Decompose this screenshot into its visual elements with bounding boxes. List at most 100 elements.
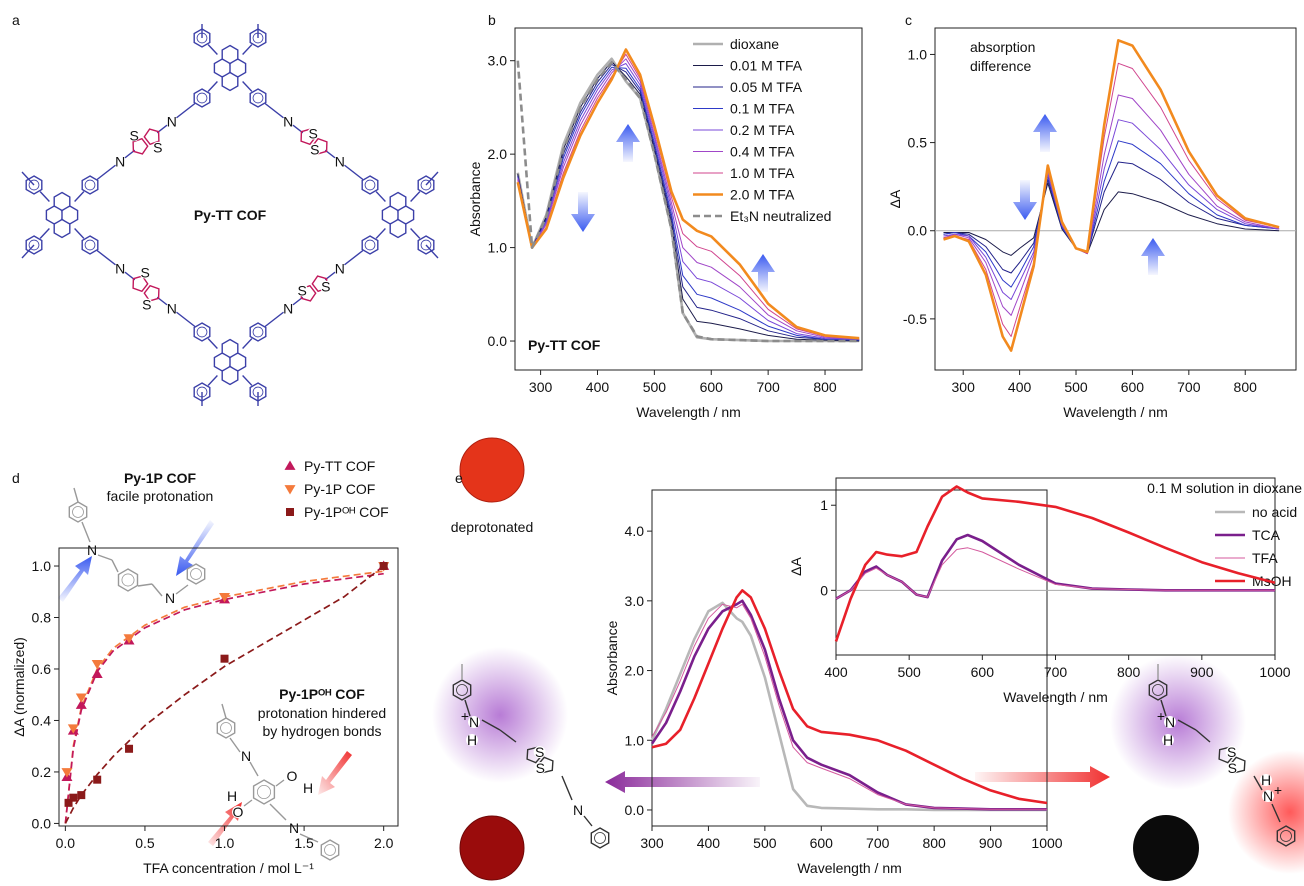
ring xyxy=(187,564,204,584)
annotation: facile protonation xyxy=(107,488,214,504)
ring-bg xyxy=(221,46,239,64)
bond xyxy=(112,560,118,572)
ring-bg xyxy=(249,323,267,341)
atom-label: N xyxy=(167,301,177,317)
ring-bg xyxy=(53,193,71,211)
atom-label: H xyxy=(1261,772,1271,788)
bond xyxy=(584,816,592,826)
atom-label: S xyxy=(309,125,318,141)
arrow xyxy=(1141,238,1165,275)
x-axis-label: Wavelength / nm xyxy=(1003,689,1108,705)
x-axis-label: TFA concentration / mol L⁻¹ xyxy=(143,860,314,876)
series-line xyxy=(518,61,859,341)
arrow xyxy=(1033,114,1057,152)
x-tick-label: 2.0 xyxy=(374,835,394,851)
atom-label: N xyxy=(1263,788,1273,804)
legend-label: TCA xyxy=(1252,527,1281,543)
x-tick-label: 1.0 xyxy=(215,835,235,851)
atom-label: N xyxy=(1165,714,1175,730)
x-tick-label: 600 xyxy=(1121,379,1145,395)
y-tick-label: 0.4 xyxy=(32,712,52,728)
cof-name: Py-TT COF xyxy=(194,207,267,223)
ring xyxy=(119,569,138,591)
y-axis-label: ΔA xyxy=(788,557,804,576)
x-tick-label: 500 xyxy=(753,835,777,851)
y-axis-label: Absorbance xyxy=(604,620,620,695)
annotation: absorption xyxy=(970,39,1035,55)
legend-marker xyxy=(286,508,294,516)
y-tick-label: -0.5 xyxy=(903,311,927,327)
x-tick-label: 800 xyxy=(1234,379,1258,395)
annotation: protonation hindered xyxy=(258,705,386,721)
atom-label: N xyxy=(115,260,125,276)
photo xyxy=(460,438,524,502)
y-tick-label: 0 xyxy=(820,582,828,598)
atom-label: H xyxy=(467,732,477,748)
bond xyxy=(562,776,572,800)
ring-bg xyxy=(361,176,379,194)
x-tick-label: 400 xyxy=(697,835,721,851)
y-tick-label: 1.0 xyxy=(908,46,928,62)
panel-label: d xyxy=(12,470,20,486)
x-tick-label: 1.5 xyxy=(294,835,314,851)
x-tick-label: 400 xyxy=(824,664,848,680)
atom-label: S xyxy=(1227,744,1236,760)
ring xyxy=(591,828,608,848)
bond xyxy=(276,780,284,786)
y-tick-label: 0.0 xyxy=(908,223,928,239)
series-line xyxy=(652,590,1047,803)
legend-label: 0.4 M TFA xyxy=(730,144,795,160)
legend-label: 0.2 M TFA xyxy=(730,122,795,138)
annotation: Py-1P COF xyxy=(124,470,197,486)
y-tick-label: 2.0 xyxy=(625,663,645,679)
y-tick-label: 1.0 xyxy=(625,732,645,748)
legend-label: 1.0 M TFA xyxy=(730,165,795,181)
ring-inner xyxy=(595,833,606,844)
legend-label: Py-1P COF xyxy=(304,481,375,497)
atom-label: S xyxy=(535,744,544,760)
legend-label: 0.01 M TFA xyxy=(730,58,803,74)
x-tick-label: 600 xyxy=(700,379,724,395)
series-line xyxy=(944,40,1280,350)
bond xyxy=(222,704,226,718)
series-line xyxy=(836,487,1275,642)
legend-label: TFA xyxy=(1252,550,1278,566)
arrow xyxy=(975,766,1110,788)
atom-label: N xyxy=(241,748,251,764)
figure: abcdeSSNNSSNNSSNNSSNNPy-TT COFNNNOHOHNN+… xyxy=(0,0,1304,886)
atom-label: N xyxy=(283,301,293,317)
charge: + xyxy=(1274,782,1282,798)
atom-label: N xyxy=(573,802,583,818)
arrow xyxy=(318,751,352,795)
ring-inner xyxy=(191,569,202,580)
x-tick-label: 1000 xyxy=(1259,664,1290,680)
bond xyxy=(230,738,240,752)
x-axis-label: Wavelength / nm xyxy=(636,404,741,420)
atom-label: H xyxy=(227,788,237,804)
y-tick-label: 0.8 xyxy=(32,610,52,626)
x-tick-label: 600 xyxy=(971,664,995,680)
y-tick-label: 1.0 xyxy=(32,558,52,574)
arrow xyxy=(58,556,92,602)
bond xyxy=(138,584,152,586)
atom-label: H xyxy=(1163,732,1173,748)
atom-label: N xyxy=(165,590,175,606)
series-line xyxy=(518,64,859,340)
series-line xyxy=(944,141,1280,287)
atom-label: S xyxy=(1228,760,1237,776)
panel-label: b xyxy=(488,12,496,28)
ring-bg xyxy=(221,73,239,91)
atom-label: N xyxy=(469,714,479,730)
photo xyxy=(1133,815,1199,881)
bond xyxy=(74,488,78,502)
x-tick-label: 500 xyxy=(643,379,667,395)
atom-label: N xyxy=(289,820,299,836)
ring-bg xyxy=(193,89,211,107)
series-line xyxy=(518,67,859,340)
x-tick-label: 400 xyxy=(1008,379,1032,395)
atom-label: N xyxy=(335,154,345,170)
series-line xyxy=(518,62,859,341)
ring-inner xyxy=(325,845,336,856)
x-tick-label: 700 xyxy=(756,379,780,395)
arrow xyxy=(616,124,640,162)
